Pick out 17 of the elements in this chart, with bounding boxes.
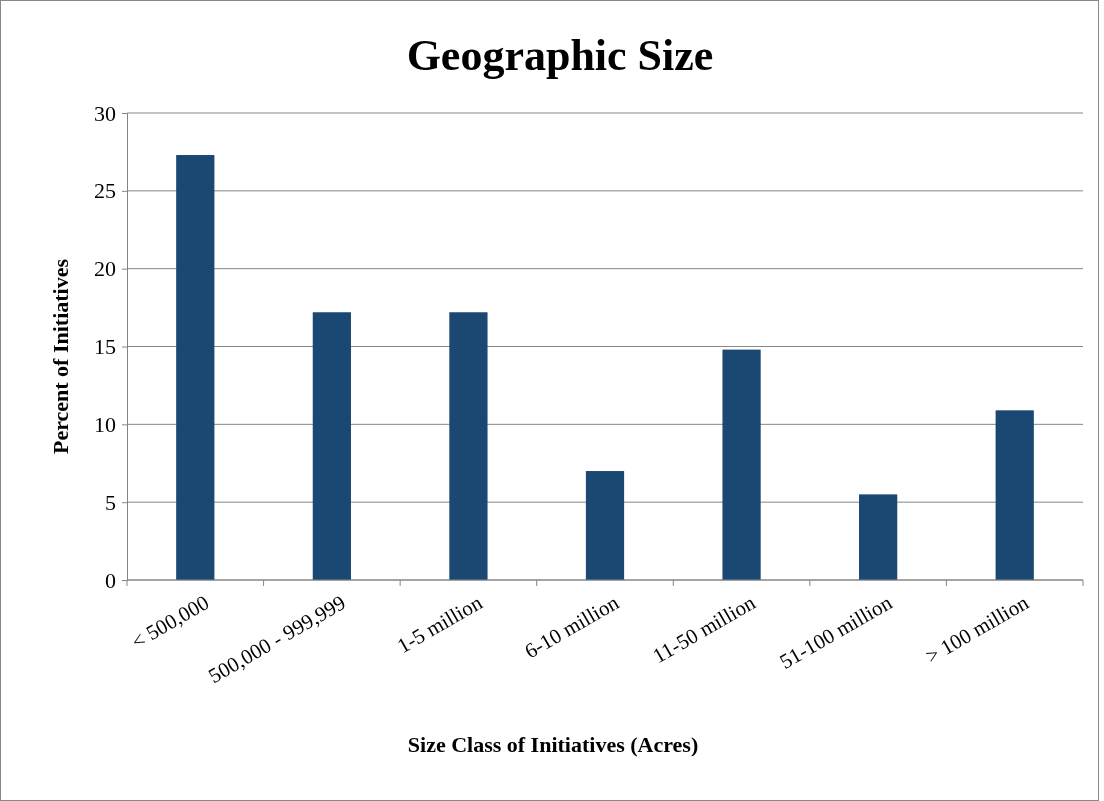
y-tick-label: 30 <box>94 100 116 126</box>
bar <box>449 312 488 580</box>
y-tick-label: 20 <box>94 256 116 282</box>
y-tick-label: 10 <box>94 411 116 437</box>
y-axis-title: Percent of Initiatives <box>48 258 73 455</box>
bar <box>176 155 215 580</box>
y-tick-label: 0 <box>105 567 116 593</box>
bar <box>312 312 351 580</box>
bar <box>585 471 625 580</box>
y-tick-label: 5 <box>105 489 116 515</box>
chart-title: Geographic Size <box>406 31 714 80</box>
y-tick-label: 15 <box>94 334 116 360</box>
bar <box>722 349 761 580</box>
bar <box>995 410 1034 580</box>
x-axis-title: Size Class of Initiatives (Acres) <box>407 732 699 757</box>
bar <box>859 494 898 580</box>
y-tick-label: 25 <box>94 178 116 204</box>
